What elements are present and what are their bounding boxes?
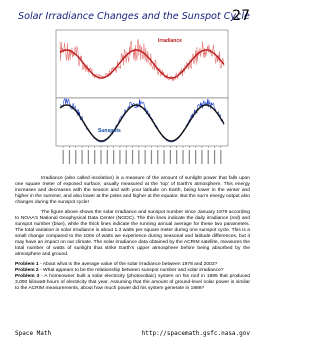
problem-label: Problem 1: [15, 262, 39, 267]
x-tick-label: [213, 150, 216, 164]
x-tick-label: [106, 150, 108, 164]
x-tick-label: [144, 150, 146, 164]
panel-frame: [55, 29, 229, 99]
x-tick-label: [87, 150, 89, 164]
x-ticks: [62, 146, 222, 164]
problem-label: Problem 3: [15, 274, 40, 279]
problem-label: Problem 2: [15, 268, 39, 273]
x-tick-label: [138, 150, 140, 164]
x-tick-label: [113, 150, 115, 164]
x-tick-label: [125, 150, 127, 164]
irradiance-curve: [59, 39, 225, 82]
x-tick-label: [207, 150, 209, 164]
x-tick-label: [94, 150, 96, 164]
x-tick-label: [201, 150, 203, 164]
irradiance-average: [59, 49, 225, 79]
x-tick-label: [100, 150, 102, 164]
panel-label: Irradiance: [158, 38, 182, 44]
title: Solar Irradiance Changes and the Sunspot…: [18, 11, 250, 22]
x-tick-label: [169, 150, 171, 164]
x-tick-label: [62, 150, 64, 164]
x-tick-label: [131, 150, 134, 164]
problem: Problem 3 - A homeowner built a solar el…: [15, 274, 250, 292]
x-tick-label: [188, 150, 190, 164]
x-tick-label: [157, 150, 159, 164]
footer-right: http://spacemath.gsfc.nasa.gov: [141, 330, 250, 337]
x-tick-label: [81, 150, 83, 164]
x-tick-label: [119, 150, 121, 164]
x-tick-label: [220, 150, 222, 164]
problem-text: - What appears to be the relationship be…: [40, 268, 224, 273]
x-tick-label: [195, 150, 197, 164]
panel-label: Sunspots: [98, 128, 121, 134]
page: {"header": {"title": "Solar Irradiance C…: [15, 8, 251, 337]
sunspot-average: [59, 104, 225, 142]
page-number: 27: [232, 8, 250, 24]
problem-text: - About what is the average value of the…: [40, 262, 218, 267]
problem: Problem 2 - What appears to be the relat…: [15, 268, 250, 274]
x-tick-label: [68, 150, 71, 164]
x-tick-label: [75, 150, 77, 164]
problem: Problem 1 - About what is the average va…: [15, 262, 250, 268]
x-tick-label: [182, 150, 184, 164]
body-text: Irradiance (also called insolation) is a…: [15, 176, 250, 292]
problem-text: - A homeowner built a solar electricity …: [15, 274, 251, 291]
footer-left: Space Math: [15, 330, 52, 337]
x-tick-label: [163, 150, 165, 164]
x-tick-label: [176, 150, 178, 164]
curves: [59, 39, 225, 143]
paragraph: The figure above shows the solar irradia…: [15, 210, 250, 257]
x-tick-label: [150, 150, 153, 164]
paragraph: Irradiance (also called insolation) is a…: [15, 176, 250, 205]
figure: Irradiance Sunspots: [55, 29, 229, 164]
